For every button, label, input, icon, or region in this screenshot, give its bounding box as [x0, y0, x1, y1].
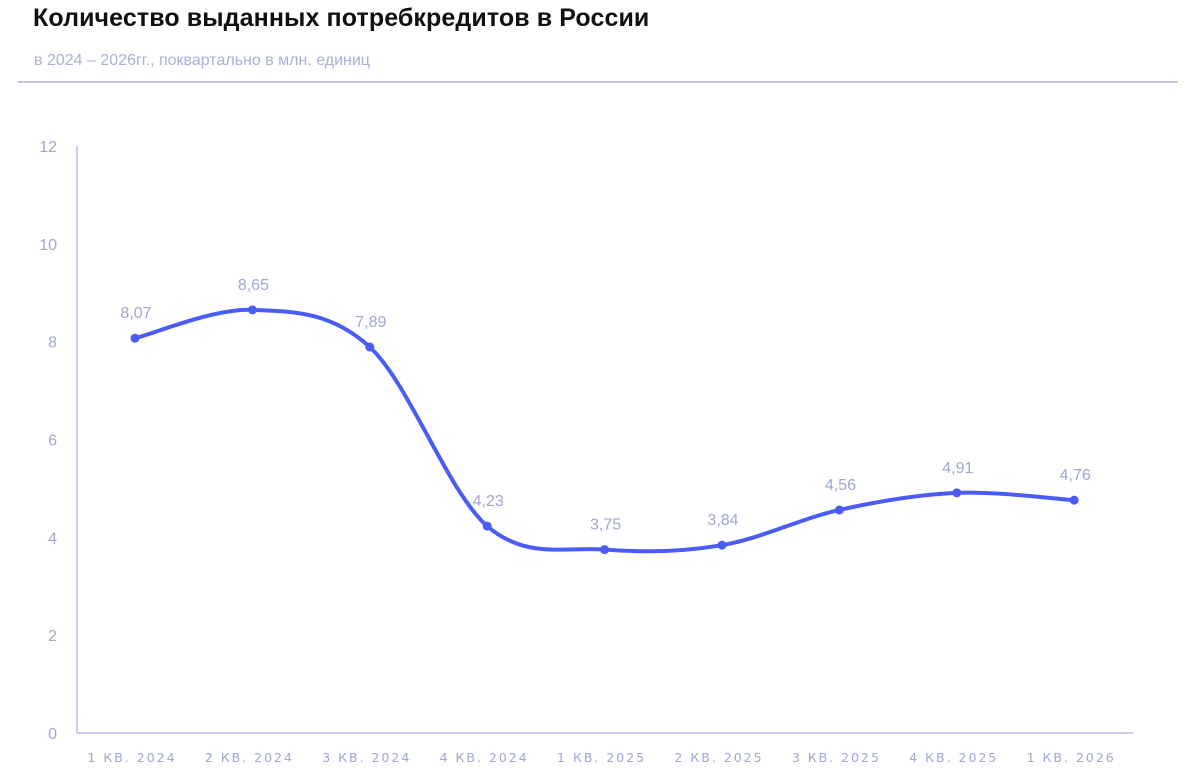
data-point — [482, 521, 492, 531]
data-point — [600, 545, 610, 555]
data-point — [952, 488, 962, 498]
x-tick-label: 2 КВ. 2024 — [205, 750, 294, 765]
series-line — [133, 307, 1077, 554]
data-point — [130, 333, 140, 343]
x-tick-label: 3 КВ. 2024 — [322, 750, 411, 765]
y-tick-label: 12 — [39, 139, 57, 156]
y-tick-label: 4 — [48, 530, 57, 547]
data-point — [1069, 495, 1079, 505]
data-point — [717, 540, 727, 550]
y-axis: 0 2 4 6 8 10 12 — [39, 139, 78, 743]
data-point — [834, 505, 844, 515]
data-value-label: 4,23 — [473, 493, 504, 510]
data-point — [365, 342, 375, 352]
x-tick-label: 1 КВ. 2026 — [1027, 750, 1116, 765]
y-tick-label: 6 — [48, 433, 57, 450]
data-value-label: 4,56 — [825, 477, 856, 494]
data-value-label: 4,91 — [942, 460, 973, 477]
data-value-label: 3,75 — [590, 517, 621, 534]
data-point — [247, 305, 257, 315]
data-value-label: 8,07 — [120, 305, 151, 322]
y-tick-label: 10 — [39, 237, 57, 254]
chart-subtitle: в 2024 – 2026гг., поквартально в млн. ед… — [34, 52, 370, 69]
data-labels: 8,07 8,65 7,89 4,23 3,75 3,84 4,56 4,91 4,76 — [120, 277, 1090, 534]
data-value-label: 4,76 — [1060, 467, 1091, 484]
x-tick-label: 1 КВ. 2025 — [557, 750, 646, 765]
data-value-label: 7,89 — [355, 314, 386, 331]
header-divider — [18, 81, 1178, 83]
y-tick-label: 2 — [48, 628, 57, 645]
x-axis: 1 КВ. 2024 2 КВ. 2024 3 КВ. 2024 4 КВ. 2024… — [77, 732, 1133, 765]
chart-title: Количество выданных потребкредитов в Рос… — [33, 4, 650, 32]
x-tick-label: 4 КВ. 2025 — [909, 750, 998, 765]
data-points — [130, 305, 1079, 555]
y-tick-label: 0 — [48, 726, 57, 743]
data-value-label: 8,65 — [238, 277, 269, 294]
data-value-label: 3,84 — [707, 512, 738, 529]
y-tick-label: 8 — [48, 335, 57, 352]
x-tick-label: 4 КВ. 2024 — [440, 750, 529, 765]
x-tick-label: 1 КВ. 2024 — [87, 750, 176, 765]
x-tick-label: 2 КВ. 2025 — [674, 750, 763, 765]
x-tick-label: 3 КВ. 2025 — [792, 750, 881, 765]
